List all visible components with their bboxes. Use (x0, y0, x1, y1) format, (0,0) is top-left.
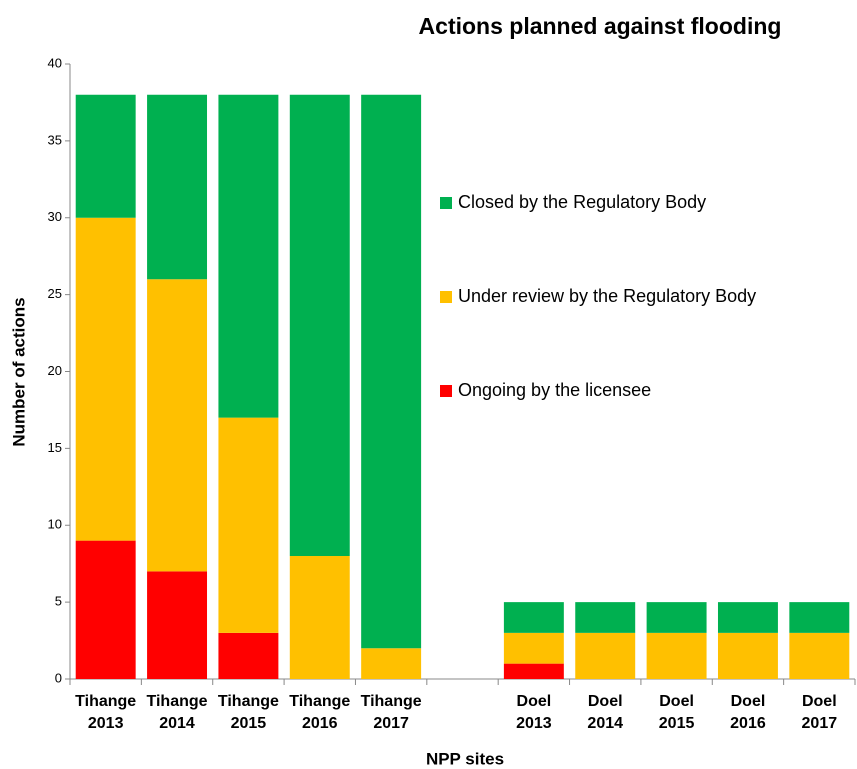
y-tick-label: 5 (55, 594, 62, 609)
bar-segment (218, 417, 279, 633)
legend-label: Ongoing by the licensee (458, 380, 651, 400)
bar-segment (361, 94, 422, 649)
x-tick-label: Doel 2017 (801, 693, 838, 732)
bar-segment (147, 94, 208, 280)
y-tick-label: 40 (48, 55, 62, 70)
y-tick-label: 35 (48, 132, 62, 147)
bar-segment (218, 94, 279, 418)
bar-segment (218, 632, 279, 679)
y-tick-label: 25 (48, 286, 62, 301)
bar-segment (575, 602, 636, 633)
legend-swatch (440, 291, 452, 303)
y-tick-label: 15 (48, 440, 62, 455)
bar-segment (75, 540, 136, 679)
bar-segment (75, 217, 136, 541)
x-tick-label: Doel 2016 (730, 693, 766, 732)
y-tick-label: 30 (48, 209, 62, 224)
bar-segment (717, 602, 778, 633)
y-tick-label: 10 (48, 517, 62, 532)
bar-segment (503, 663, 564, 679)
x-tick-label: Tihange 2014 (146, 693, 208, 732)
bar-segment (147, 279, 208, 572)
x-tick-label: Doel 2015 (658, 693, 695, 732)
bar-segment (717, 632, 778, 679)
x-tick-label: Tihange 2015 (217, 693, 279, 732)
legend-swatch (440, 197, 452, 209)
legend-label: Closed by the Regulatory Body (458, 192, 706, 212)
bar-segment (361, 648, 422, 679)
x-tick-label: Tihange 2016 (289, 693, 351, 732)
x-tick-label: Tihange 2013 (75, 693, 137, 732)
x-axis-label: NPP sites (426, 749, 504, 768)
bar-segment (289, 94, 350, 556)
bar-segment (503, 602, 564, 633)
chart-title: Actions planned against flooding (419, 13, 782, 39)
bar-segment (789, 602, 850, 633)
y-axis-label: Number of actions (9, 297, 28, 446)
bar-segment (289, 556, 350, 679)
y-tick-label: 0 (55, 670, 62, 685)
bar-segment (646, 632, 707, 679)
legend-swatch (440, 385, 452, 397)
bar-segment (503, 632, 564, 664)
bar-segment (646, 602, 707, 633)
legend-label: Under review by the Regulatory Body (458, 286, 756, 306)
y-tick-label: 20 (48, 363, 62, 378)
bar-segment (575, 632, 636, 679)
bar-segment (75, 94, 136, 218)
x-tick-label: Tihange 2017 (360, 693, 422, 732)
x-tick-label: Doel 2014 (587, 693, 624, 732)
x-tick-label: Doel 2013 (516, 693, 552, 732)
bar-segment (147, 571, 208, 679)
bar-segment (789, 632, 850, 679)
